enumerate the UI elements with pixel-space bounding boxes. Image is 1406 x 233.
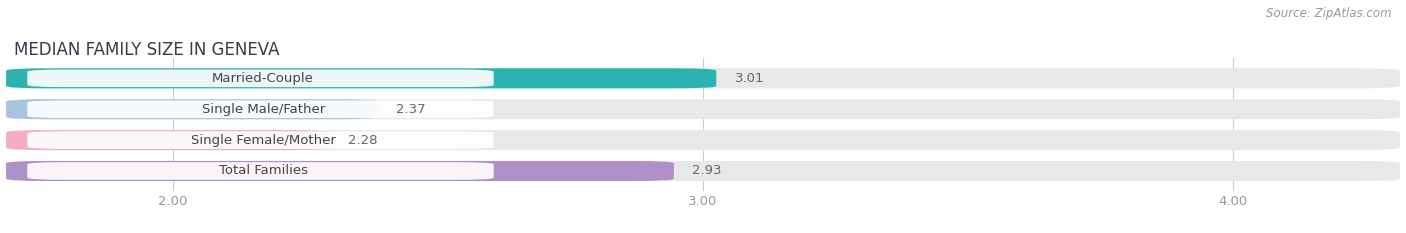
Text: 2.37: 2.37 [395,103,425,116]
FancyBboxPatch shape [27,100,494,118]
FancyBboxPatch shape [6,130,329,150]
Text: 3.01: 3.01 [735,72,765,85]
Text: 2.28: 2.28 [347,134,377,147]
FancyBboxPatch shape [27,69,494,87]
FancyBboxPatch shape [6,99,1400,119]
FancyBboxPatch shape [6,68,1400,88]
FancyBboxPatch shape [6,68,716,88]
Text: Source: ZipAtlas.com: Source: ZipAtlas.com [1267,7,1392,20]
Text: Single Female/Mother: Single Female/Mother [191,134,336,147]
FancyBboxPatch shape [6,130,1400,150]
Text: 2.93: 2.93 [692,164,721,178]
Text: Single Male/Father: Single Male/Father [201,103,325,116]
FancyBboxPatch shape [6,99,377,119]
FancyBboxPatch shape [6,161,1400,181]
FancyBboxPatch shape [6,161,673,181]
FancyBboxPatch shape [27,162,494,180]
Text: Married-Couple: Married-Couple [212,72,314,85]
Text: Total Families: Total Families [219,164,308,178]
FancyBboxPatch shape [27,131,494,149]
Text: MEDIAN FAMILY SIZE IN GENEVA: MEDIAN FAMILY SIZE IN GENEVA [14,41,280,59]
